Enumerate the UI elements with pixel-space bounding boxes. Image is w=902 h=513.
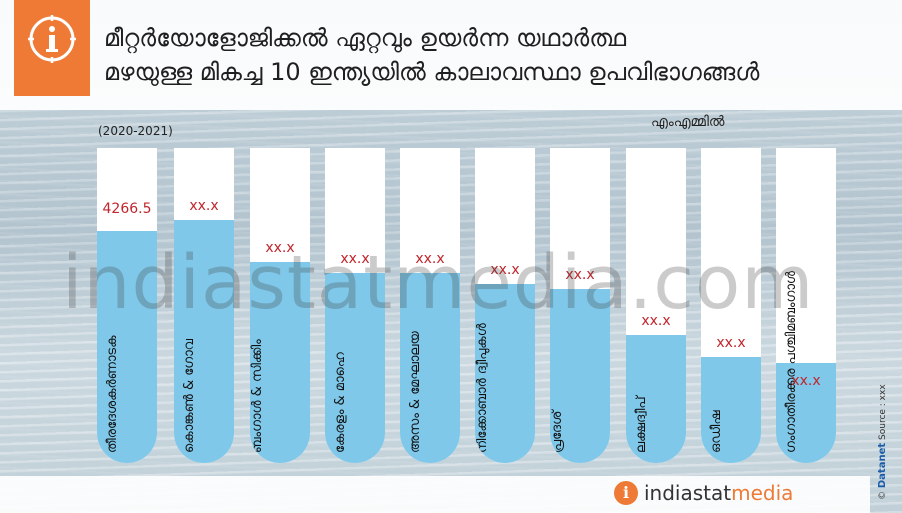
category-label-text: അരുണാചൽപ്രദേശ് [550, 373, 565, 453]
category-label-line: ലക്ഷദ്വീപ് [634, 396, 649, 453]
bar [400, 273, 460, 463]
unit-label: എംഎമ്മിൽ [651, 114, 725, 130]
bar-tube: തീരദേശകർണാടക [97, 148, 157, 463]
bar [97, 231, 157, 463]
info-badge [14, 0, 90, 96]
datanet-brand: Datanet [877, 442, 888, 489]
category-label-line: കേരളം & മാഹെ [333, 352, 348, 453]
category-label-text: കൊങ്കൺ & ഗോവ [182, 339, 197, 453]
data-label: xx.x [189, 198, 219, 214]
data-label: xx.x [490, 262, 520, 278]
category-label-text: ആൻഡമാൻ &നിക്കോബാർ ദ്വീപുകൾ [475, 323, 490, 453]
chart-title-line-1: മീറ്റർയോളോജിക്കൽ ഏറ്റവും ഉയർന്ന യഥാർത്ഥ [104, 24, 627, 52]
bar [475, 284, 535, 463]
header-panel [0, 0, 902, 110]
info-icon: i [614, 481, 638, 505]
side-credit: © Datanet Source : xxx [877, 384, 888, 500]
bar [626, 335, 686, 463]
category-label-line: ബംഗാൾ & സിക്കിം [250, 339, 265, 453]
category-label-text: തീരദേശകർണാടക [105, 336, 120, 454]
footer-logo: i indiastat media [614, 478, 793, 508]
bar-tube: ആൻഡമാൻ &നിക്കോബാർ ദ്വീപുകൾ [475, 148, 535, 463]
data-label: xx.x [716, 335, 746, 351]
bar-tube: ഗംഗാതീരക്കര പശ്ചിമബംഗാൾ [776, 148, 836, 463]
bar [174, 220, 234, 463]
footer-panel [0, 476, 870, 513]
bar-tube: അരുണാചൽപ്രദേശ് [550, 148, 610, 463]
info-icon [28, 15, 76, 63]
category-label-line: നിക്കോബാർ ദ്വീപുകൾ [475, 323, 490, 453]
logo-text-indiastat: indiastat [644, 481, 732, 505]
category-label-text: ഒഡീഷ [709, 410, 724, 453]
category-label-text: ലക്ഷദ്വീപ് [634, 396, 649, 453]
bar [325, 273, 385, 463]
category-label-line: പ്രദേശ് [550, 410, 565, 453]
bar-tube: ഉപ-ഹിമാലയം പശ്ചിമബംഗാൾ & സിക്കിം [250, 148, 310, 463]
source-note: Source : xxx [878, 384, 888, 440]
bar [250, 262, 310, 463]
bar-tube: കൊങ്കൺ & ഗോവ [174, 148, 234, 463]
category-label-line: ഒഡീഷ [709, 410, 724, 453]
bar-tube: അസം & മേഘാലയ [400, 148, 460, 463]
logo-text-media: media [731, 481, 794, 505]
bar [550, 289, 610, 463]
category-label-line: തീരദേശകർണാടക [105, 335, 120, 454]
chart-title-line-2: മഴയുള്ള മികച്ച 10 ഇന്ത്യയിൽ കാലാവസ്ഥാ ഉപ… [104, 58, 760, 86]
copyright-mark: © [878, 491, 888, 500]
bar [776, 363, 836, 463]
watermark: indiastatmedia.com [62, 240, 815, 326]
bar [701, 357, 761, 463]
period-label: (2020-2021) [98, 124, 173, 138]
data-label: xx.x [415, 251, 445, 267]
data-label: xx.x [565, 267, 595, 283]
data-label: xx.x [340, 251, 370, 267]
data-label: xx.x [791, 373, 821, 389]
category-label-line: അസം & മേഘാലയ [408, 331, 423, 453]
category-label-text: അസം & മേഘാലയ [408, 331, 423, 453]
category-label-line: കൊങ്കൺ & ഗോവ [182, 338, 197, 453]
data-label: 4266.5 [102, 201, 152, 217]
bar-tube: ലക്ഷദ്വീപ് [626, 148, 686, 463]
bar-tube: കേരളം & മാഹെ [325, 148, 385, 463]
data-label: xx.x [641, 313, 671, 329]
bar-tube: ഒഡീഷ [701, 148, 761, 463]
data-label: xx.x [265, 240, 295, 256]
category-label-text: ഉപ-ഹിമാലയം പശ്ചിമബംഗാൾ & സിക്കിം [250, 321, 265, 453]
category-label-text: കേരളം & മാഹെ [333, 352, 348, 453]
